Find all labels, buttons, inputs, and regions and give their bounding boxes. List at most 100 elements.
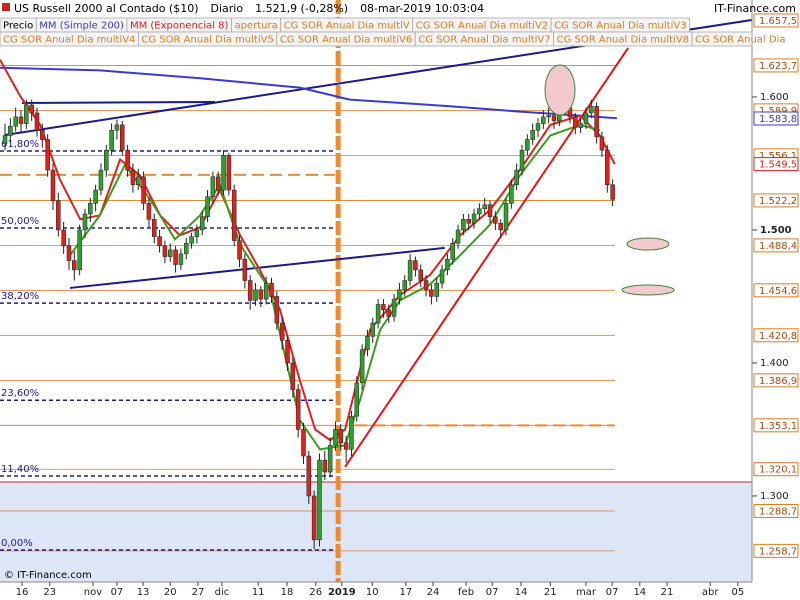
candle-body (610, 184, 615, 200)
legend-label: CG SOR Anual Dia multiV (284, 21, 410, 32)
legend-item: CG SOR Anual Dia multiV2 (412, 17, 552, 33)
candle-body (2, 135, 8, 144)
candle-body (295, 389, 301, 430)
x-tick-label: 24 (427, 587, 440, 598)
fib-label: 61,80% (1, 139, 39, 150)
candle-body (178, 253, 184, 265)
candle-body (498, 223, 503, 231)
x-tick-label: mar (576, 587, 597, 598)
level-label: 1.623,7 (759, 61, 797, 72)
candle-body (349, 415, 354, 450)
candle-body (263, 282, 269, 300)
header-brand: IT-Finance.com (714, 2, 796, 15)
level-label: 1.320,1 (759, 465, 797, 476)
candle-body (370, 322, 376, 337)
y-axis-panel (752, 0, 800, 600)
trendline (69, 246, 445, 289)
legend: Precio MM (Simple 200) MM (Exponencial 8) a… (0, 17, 786, 47)
candle-body (285, 340, 290, 364)
candle-body (136, 176, 141, 185)
candle-body (514, 169, 519, 185)
level-label: 1.657,5 (759, 16, 797, 27)
candle-body (88, 203, 93, 215)
x-tick-label: 13 (137, 587, 150, 598)
level-label-box (753, 503, 799, 518)
fib-label: 38,20% (1, 291, 39, 302)
candle-body (183, 243, 189, 255)
level-label: 1.386,9 (759, 376, 797, 387)
legend-label: CG SOR Anual Dia multiV3 (554, 21, 686, 32)
candle-body (231, 189, 237, 241)
y-tick-label: 1.300 (760, 491, 789, 502)
level-label: 1.420,8 (759, 331, 797, 342)
level-label-box (753, 373, 799, 388)
candle-body (45, 139, 50, 171)
level-label-box (753, 328, 799, 343)
candle-body (386, 309, 392, 317)
moving-average (0, 59, 616, 442)
legend-label: Precio (3, 21, 33, 32)
candle-body (413, 260, 418, 271)
level-label: 1.258,7 (759, 546, 797, 557)
candle-body (359, 349, 365, 384)
level-label: 1.353,1 (759, 421, 797, 432)
candle-body (546, 115, 551, 118)
candle-body (327, 445, 333, 473)
candle-body (120, 124, 125, 151)
candle-body (535, 123, 541, 131)
x-tick-label: 07 (111, 587, 124, 598)
highlight-ellipse (621, 284, 675, 296)
x-tick-label: 10 (366, 587, 379, 598)
legend-label: CG SOR Anual Dia multiV7 (418, 35, 550, 46)
candle-body (519, 149, 525, 171)
legend-item: CG SOR Anual Dia multiV6 (276, 31, 416, 47)
candle-body (82, 213, 88, 231)
candle-body (56, 200, 61, 231)
x-tick-label: feb (458, 587, 474, 598)
candle-body (141, 176, 146, 204)
candle-body (338, 429, 344, 444)
level-label: 1.522,2 (759, 196, 797, 207)
candle-body (311, 495, 317, 541)
legend-item: CG SOR Anual Dia multiV8 (553, 31, 693, 47)
x-tick-label: 18 (281, 587, 294, 598)
candle-body (450, 243, 455, 260)
candle-body (210, 176, 216, 197)
candle-body (125, 149, 130, 171)
candle-body (253, 289, 258, 301)
level-label: 1.454,6 (759, 286, 797, 297)
level-label-box (753, 111, 799, 126)
legend-item: CG SOR Anual Dia multiV3 (550, 17, 690, 33)
baseline-shade (0, 481, 752, 582)
candle-body (61, 229, 66, 247)
x-tick-label: 2019 (328, 587, 356, 598)
legend-label: CG SOR Anual Dia multiV8 (557, 35, 689, 46)
header-icon (2, 3, 10, 11)
candle-body (290, 362, 296, 390)
level-label-box (753, 418, 799, 433)
candle-body (301, 429, 306, 457)
candle-body (173, 249, 178, 265)
candle-body (151, 219, 157, 237)
candle-body (109, 129, 114, 151)
level-label: 1.488,4 (759, 241, 797, 252)
candle-body (221, 155, 226, 191)
candle-body (434, 282, 439, 297)
candle-body (66, 245, 72, 261)
highlight-ellipse (626, 237, 670, 251)
candle-body (573, 116, 578, 128)
candle-body (146, 203, 152, 220)
legend-item: CG SOR Anual Dia (691, 31, 786, 47)
y-tick-label: 1.400 (760, 358, 789, 369)
candle-body (397, 289, 402, 300)
candle-body (114, 124, 120, 131)
header-period: Diario (211, 2, 244, 15)
candle-body (354, 382, 360, 417)
candle-body (162, 245, 168, 257)
candle-body (487, 204, 493, 217)
candle-body (274, 296, 280, 324)
x-tick-label: 14 (633, 587, 646, 598)
level-label: 1.583,8 (759, 114, 797, 125)
level-label: 1.549,5 (759, 160, 797, 171)
